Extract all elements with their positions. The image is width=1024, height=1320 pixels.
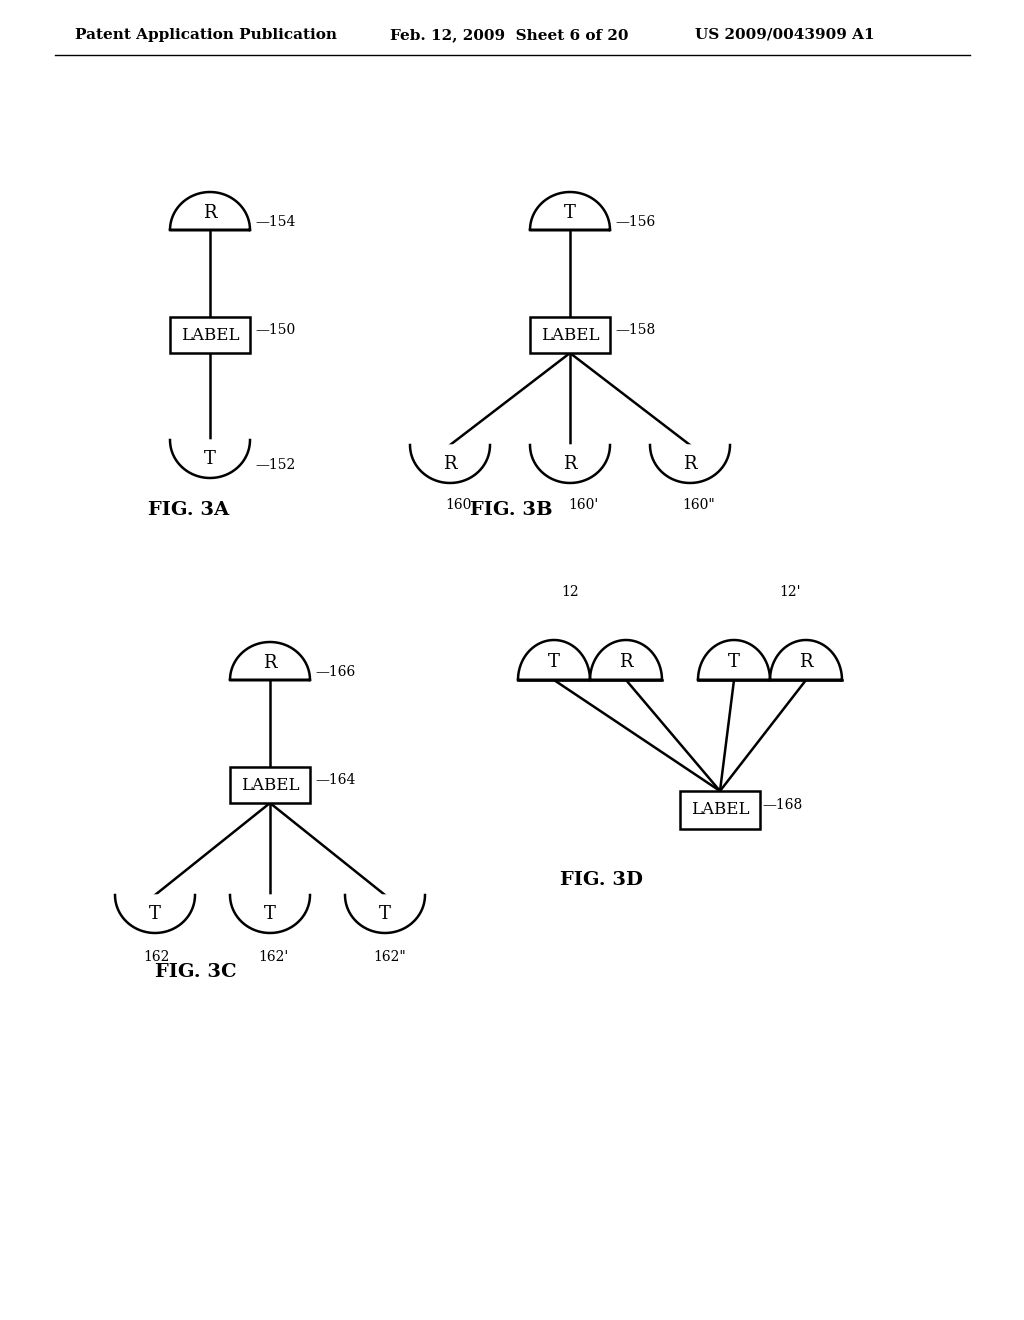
Text: LABEL: LABEL [541,326,599,343]
Polygon shape [345,895,425,933]
FancyBboxPatch shape [680,791,760,829]
Text: Feb. 12, 2009  Sheet 6 of 20: Feb. 12, 2009 Sheet 6 of 20 [390,28,629,42]
Text: FIG. 3A: FIG. 3A [148,502,229,519]
Text: R: R [203,203,217,222]
Text: R: R [683,455,696,473]
Text: 160': 160' [568,498,598,512]
Polygon shape [170,191,250,230]
Text: T: T [548,653,560,671]
Text: LABEL: LABEL [181,326,240,343]
Text: R: R [443,455,457,473]
Polygon shape [650,445,730,483]
Text: 12': 12' [779,585,801,599]
Polygon shape [170,440,250,478]
Text: T: T [379,906,391,923]
Text: T: T [204,450,216,469]
Text: T: T [728,653,740,671]
Text: —154: —154 [255,215,295,228]
Polygon shape [698,640,842,680]
FancyBboxPatch shape [170,317,250,352]
Text: —164: —164 [315,774,355,787]
Text: LABEL: LABEL [241,776,299,793]
Text: 160": 160" [682,498,715,512]
Text: —166: —166 [315,665,355,678]
Text: FIG. 3B: FIG. 3B [470,502,553,519]
Text: R: R [620,653,633,671]
Text: —152: —152 [255,458,295,473]
Text: US 2009/0043909 A1: US 2009/0043909 A1 [695,28,874,42]
Text: 162: 162 [143,950,169,964]
Text: Patent Application Publication: Patent Application Publication [75,28,337,42]
Polygon shape [530,445,610,483]
Text: —156: —156 [615,215,655,228]
Text: —168: —168 [762,799,802,812]
Polygon shape [518,640,662,680]
Text: 12: 12 [561,585,579,599]
Polygon shape [530,191,610,230]
Text: FIG. 3D: FIG. 3D [560,871,643,888]
Text: 162": 162" [373,950,406,964]
Text: R: R [563,455,577,473]
Text: T: T [564,203,575,222]
Text: FIG. 3C: FIG. 3C [155,964,237,981]
Text: R: R [263,653,276,672]
FancyBboxPatch shape [530,317,610,352]
Text: R: R [800,653,813,671]
Text: —158: —158 [615,323,655,337]
Polygon shape [230,895,310,933]
Text: LABEL: LABEL [691,801,750,818]
Polygon shape [230,642,310,680]
Text: T: T [264,906,275,923]
Polygon shape [115,895,195,933]
Polygon shape [410,445,490,483]
Text: —150: —150 [255,323,295,337]
Text: T: T [150,906,161,923]
FancyBboxPatch shape [230,767,310,803]
Text: 162': 162' [258,950,288,964]
Text: 160: 160 [445,498,471,512]
